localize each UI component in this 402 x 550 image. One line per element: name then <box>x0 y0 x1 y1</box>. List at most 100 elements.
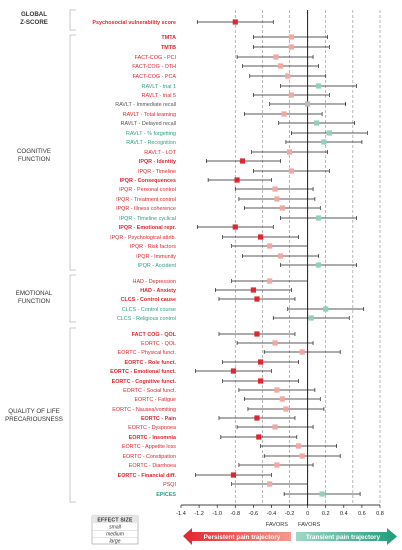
point-marker <box>315 215 322 221</box>
point-marker <box>232 224 238 230</box>
point-marker <box>295 443 302 449</box>
row-label: EORTC - Physical funct. <box>118 350 176 356</box>
row-label: EORTC - Nausea/vomiting <box>112 407 176 413</box>
row-label: FACT-COG - PCI <box>135 55 176 61</box>
row-label: IPQR - Risk factors <box>130 244 176 250</box>
row-label: FACT-COG - OTH <box>132 64 176 70</box>
point-marker <box>230 368 237 374</box>
row-label: IPQR - Accident <box>138 263 177 269</box>
row-label: FACT COG - QOL <box>132 332 177 338</box>
effect-size-title: EFFECT SIZE <box>97 518 133 524</box>
row-label: HAD - Depression <box>133 279 176 285</box>
group-bracket <box>69 274 76 323</box>
point-marker <box>274 196 280 202</box>
point-marker <box>267 481 273 487</box>
group-label: FUNCTION <box>18 156 50 163</box>
point-marker <box>230 472 237 478</box>
row-label: EORTC - Role funct. <box>124 360 176 366</box>
row-label: IPQR - Illness coherence <box>116 206 176 212</box>
arrow-persistent-label: Persistent pain trajectory <box>204 534 281 541</box>
effect-size-small: small <box>109 525 122 531</box>
point-marker <box>321 139 327 145</box>
arrow-transient-label: Transient pain trajectory <box>306 534 381 541</box>
row-label: IPQR - Identity <box>139 159 176 165</box>
row-label: IPQR - Timeline <box>138 169 176 175</box>
point-marker <box>256 434 262 440</box>
effect-size-medium: medium <box>106 532 124 538</box>
arrow-persistent: Persistent pain trajectory <box>183 528 291 545</box>
row-label: EORTC - Dyspnoea <box>128 425 176 431</box>
row-label: TMTB <box>161 45 176 51</box>
row-label: RAVLT - Delayed recall <box>121 121 176 127</box>
favors-left-label: FAVORS <box>266 522 289 528</box>
point-marker <box>250 287 256 293</box>
point-marker <box>273 54 279 60</box>
point-marker <box>283 406 289 412</box>
arrow-transient: Transient pain trajectory <box>296 528 397 545</box>
row-label: EORTC - Financial diff. <box>118 473 177 479</box>
x-tick-label: 0.6 <box>358 511 366 517</box>
row-label: RAVLT - % forgetting <box>126 131 176 137</box>
favors-right-label: FAVORS <box>298 522 321 528</box>
row-label: EORTC - Insomnia <box>129 435 177 441</box>
effect-size-large: large <box>109 539 120 545</box>
group-bracket <box>69 9 76 31</box>
x-tick-label: 0 <box>306 511 309 517</box>
x-tick-label: 0.2 <box>322 511 330 517</box>
row-label: RAVLT - Total learning <box>123 112 176 118</box>
point-marker <box>258 234 264 240</box>
point-marker <box>272 424 278 430</box>
row-label: EORTC - Cognitive funct. <box>112 379 177 385</box>
row-label: Psychosocial vulnerability score <box>92 20 176 26</box>
row-label: IPQR - Psychological attrib. <box>110 235 176 241</box>
point-marker <box>254 415 260 421</box>
point-marker <box>254 296 260 302</box>
point-marker <box>234 177 240 183</box>
x-tick-label: -0.6 <box>249 511 259 517</box>
row-label: RAVLT - Immediate recall <box>115 102 176 108</box>
point-marker <box>288 34 294 40</box>
point-marker <box>258 378 264 384</box>
row-label: IPQR - Immunity <box>136 254 176 260</box>
row-label: EORTC - Diarrhoea <box>129 463 176 469</box>
group-label: COGNITIVE <box>17 148 51 155</box>
point-marker <box>315 83 322 89</box>
row-label: EORTC - QOL <box>141 341 176 347</box>
group-bracket <box>69 327 76 503</box>
point-marker <box>288 168 294 174</box>
point-marker <box>277 253 284 259</box>
row-label: EORTC - Emotional funct. <box>110 369 176 375</box>
point-marker <box>315 262 322 268</box>
point-marker <box>319 491 325 497</box>
x-tick-label: -0.2 <box>285 511 295 517</box>
row-label: FACT-COG - PCA <box>133 74 177 80</box>
point-marker <box>274 387 280 393</box>
x-tick-label: -1.2 <box>194 511 204 517</box>
row-label: EORTC - Pain <box>141 416 176 422</box>
point-marker <box>272 186 278 192</box>
row-label: CLCS - Control cause <box>121 297 176 303</box>
x-tick-label: -0.8 <box>230 511 240 517</box>
x-tick-label: 0.4 <box>340 511 348 517</box>
effect-size-legend: EFFECT SIZE small medium large <box>91 515 139 545</box>
point-marker <box>232 19 238 25</box>
row-label: RAVLT - Recognition <box>126 140 176 146</box>
row-label: IPQR - Treatment control <box>116 197 176 203</box>
row-label: RAVLT - trial 1 <box>142 84 176 90</box>
group-label: EMOTIONAL <box>16 290 53 297</box>
point-marker <box>299 453 305 459</box>
group-label: FUNCTION <box>18 298 50 305</box>
group-label: PRECARIOUSNESS <box>5 416 63 423</box>
row-label: IPQR - Timeline cyclical <box>119 216 176 222</box>
row-label: EORTC - Fatigue <box>134 397 176 403</box>
row-label: EORTC - Appetite loss <box>122 444 176 450</box>
group-label: GLOBAL <box>21 11 47 18</box>
group-label: QUALITY OF LIFE <box>8 408 59 415</box>
point-marker <box>286 149 293 155</box>
point-marker <box>258 359 264 365</box>
point-marker <box>274 462 280 468</box>
point-marker <box>288 44 294 50</box>
point-marker <box>281 111 287 117</box>
row-label: IPQR - Consequences <box>120 178 176 184</box>
